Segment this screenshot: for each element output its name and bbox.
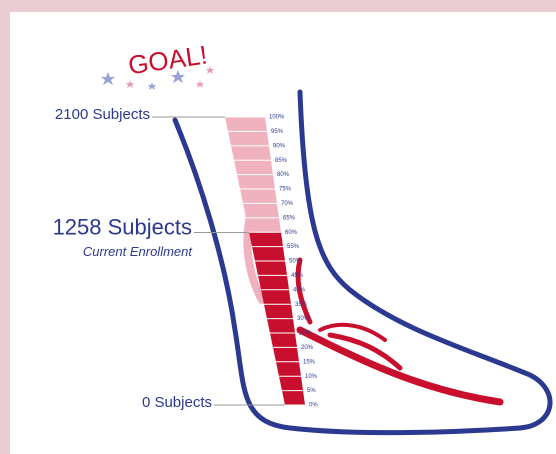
marker-note: Current Enrollment — [83, 244, 193, 259]
y-tick-label: 60% — [285, 230, 298, 236]
marker-label: 2100 Subjects — [55, 106, 150, 123]
y-tick-label: 10% — [305, 374, 318, 380]
marker-label: 0 Subjects — [142, 394, 212, 411]
y-tick-label: 95% — [271, 129, 284, 135]
chart: GOAL! 0% 5% 10% 15% 20% 25% 30% 35% 40% 45% 50% 55%… — [10, 12, 556, 454]
y-tick-label: 50% — [289, 259, 302, 265]
y-tick-label: 90% — [273, 143, 286, 149]
y-tick-label: 100% — [269, 115, 285, 121]
marker-label: 1258 Subjects — [53, 214, 192, 239]
y-tick-label: 5% — [307, 388, 316, 394]
y-tick-label: 35% — [295, 302, 308, 308]
y-tick-label: 25% — [299, 331, 312, 337]
y-tick-label: 70% — [281, 201, 294, 207]
y-tick-label: 0% — [309, 403, 318, 409]
y-tick-label: 30% — [297, 316, 310, 322]
y-tick-label: 15% — [303, 359, 316, 365]
y-tick-label: 20% — [301, 345, 314, 351]
y-tick-label: 55% — [287, 244, 300, 250]
y-tick-label: 45% — [291, 273, 304, 279]
y-tick-label: 85% — [275, 158, 288, 164]
y-tick-label: 80% — [277, 172, 290, 178]
y-tick-label: 65% — [283, 215, 296, 221]
y-tick-label: 75% — [279, 187, 292, 193]
frame: GOAL! 0% 5% 10% 15% 20% 25% 30% 35% 40% 45% 50% 55%… — [0, 0, 556, 454]
chart-title: GOAL! — [126, 40, 209, 81]
y-tick-label: 40% — [293, 287, 306, 293]
